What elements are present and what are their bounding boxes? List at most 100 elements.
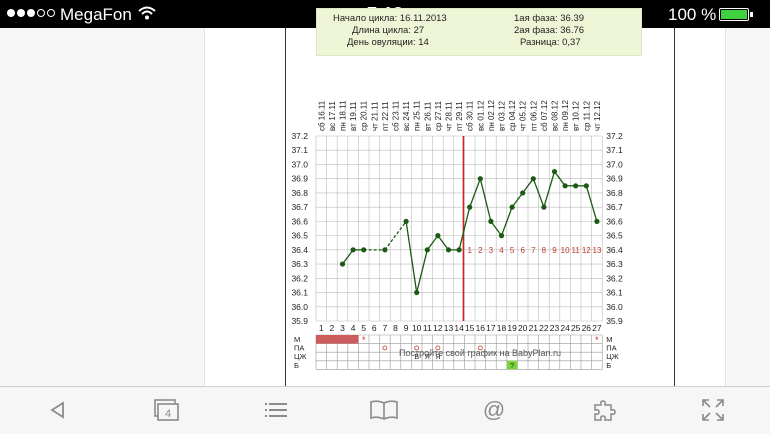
temperature-segment <box>426 235 439 251</box>
day-number: 10 <box>412 323 422 333</box>
battery-percent: 100 % <box>668 5 717 24</box>
date-label: пт 06.12 <box>529 100 538 131</box>
row-label: ЦЖ <box>294 352 307 361</box>
date-label: чт 21.11 <box>370 101 379 131</box>
signal-strength-icon <box>7 9 55 17</box>
temperature-point <box>562 183 568 189</box>
day-number: 15 <box>465 323 475 333</box>
temperature-point <box>520 190 526 196</box>
temperature-segment <box>405 221 418 293</box>
luteal-day-label: 8 <box>542 246 547 255</box>
temperature-segment <box>437 235 450 251</box>
y-tick-label-left: 36.7 <box>291 202 308 212</box>
row-label: ПА <box>294 344 304 353</box>
luteal-day-label: 2 <box>478 246 483 255</box>
y-tick-label-right: 36.1 <box>606 288 623 298</box>
pa-circle <box>382 345 388 351</box>
day-number: 18 <box>497 323 507 333</box>
at-sign-icon: @ <box>483 398 505 422</box>
temperature-segment <box>585 185 598 222</box>
day-number: 26 <box>582 323 592 333</box>
extensions-button[interactable] <box>588 395 620 425</box>
temperature-segment <box>416 249 428 293</box>
date-label: чт 05.12 <box>519 100 528 131</box>
temperature-point <box>467 204 473 210</box>
day-number: 14 <box>454 323 464 333</box>
menses-cell <box>337 335 348 344</box>
tabs-icon: 4 <box>154 399 179 421</box>
temperature-point <box>361 247 367 253</box>
row-label: Б <box>294 361 299 370</box>
temperature-point <box>541 204 547 210</box>
date-label: пн 02.12 <box>487 99 496 131</box>
temperature-segment <box>532 178 545 208</box>
day-number: 5 <box>361 323 366 333</box>
temperature-point <box>488 218 494 224</box>
day-number: 13 <box>444 323 454 333</box>
y-tick-label-left: 36.4 <box>291 245 308 255</box>
menses-star: * <box>595 335 599 345</box>
date-label: пн 09.12 <box>561 99 570 131</box>
tabs-button[interactable]: 4 <box>150 395 182 425</box>
book-icon <box>370 400 398 420</box>
ovulation-day: День овуляции: 14 <box>347 37 429 48</box>
day-number: 1 <box>319 323 324 333</box>
day-number: 6 <box>372 323 377 333</box>
menu-button[interactable] <box>260 395 292 425</box>
fullscreen-button[interactable] <box>697 395 729 425</box>
row-label-right: М <box>606 335 612 344</box>
y-tick-label-left: 37.2 <box>291 131 308 141</box>
date-label: вс 01.12 <box>476 100 485 131</box>
y-tick-label-right: 37.2 <box>606 131 623 141</box>
back-button[interactable] <box>42 395 74 425</box>
day-number: 12 <box>433 323 443 333</box>
back-arrow-icon <box>50 401 64 419</box>
temperature-point <box>339 261 346 267</box>
luteal-day-label: 9 <box>552 246 557 255</box>
temp-difference: Разница: 0,37 <box>520 37 581 48</box>
y-tick-label-right: 36.3 <box>606 259 623 269</box>
date-label: сб 30.11 <box>466 100 475 131</box>
temperature-segment <box>458 206 471 251</box>
date-label: пт 29.11 <box>455 101 464 131</box>
y-tick-label-left: 36.6 <box>291 216 308 226</box>
date-label: вт 19.11 <box>349 101 358 131</box>
test-mark: ? <box>510 363 514 370</box>
bookmarks-button[interactable] <box>368 395 400 425</box>
day-number: 25 <box>571 323 581 333</box>
battery-icon <box>719 8 753 21</box>
day-number: 11 <box>423 323 432 333</box>
y-tick-label-right: 36.9 <box>606 174 623 184</box>
temperature-segment <box>490 220 503 237</box>
cervical-mark: Я <box>425 354 430 361</box>
y-tick-label-left: 36.8 <box>291 188 308 198</box>
cycle-info-box: Начало цикла: 16.11.2013 Длина цикла: 27… <box>316 8 642 56</box>
temperature-segment <box>479 178 492 222</box>
temperature-segment <box>341 249 354 265</box>
y-tick-label-left: 36.3 <box>291 259 308 269</box>
date-label: ср 27.11 <box>434 100 443 131</box>
luteal-day-label: 11 <box>572 246 581 255</box>
pa-circle <box>435 345 441 351</box>
luteal-day-label: 5 <box>510 246 515 255</box>
menses-cell <box>326 335 338 344</box>
temperature-segment <box>522 178 534 194</box>
y-tick-label-right: 36.0 <box>606 302 623 312</box>
row-label-right: Б <box>606 361 611 370</box>
day-number: 9 <box>404 323 409 333</box>
cervical-mark: Я <box>435 354 440 361</box>
day-number: 21 <box>529 323 539 333</box>
babyplan-link[interactable]: Постройте свой график на BabyPlan.ru <box>398 348 562 358</box>
pa-circle <box>477 345 483 351</box>
wifi-icon <box>138 6 156 20</box>
y-tick-label-left: 36.1 <box>291 288 308 298</box>
at-button[interactable]: @ <box>478 395 510 425</box>
temperature-point <box>445 247 452 253</box>
web-page[interactable] <box>0 28 770 386</box>
y-tick-label-right: 36.5 <box>606 231 623 241</box>
day-number: 16 <box>476 323 486 333</box>
date-label: сб 07.12 <box>540 100 549 131</box>
right-margin <box>725 28 770 386</box>
day-number: 19 <box>507 323 517 333</box>
temperature-segment <box>500 206 513 236</box>
